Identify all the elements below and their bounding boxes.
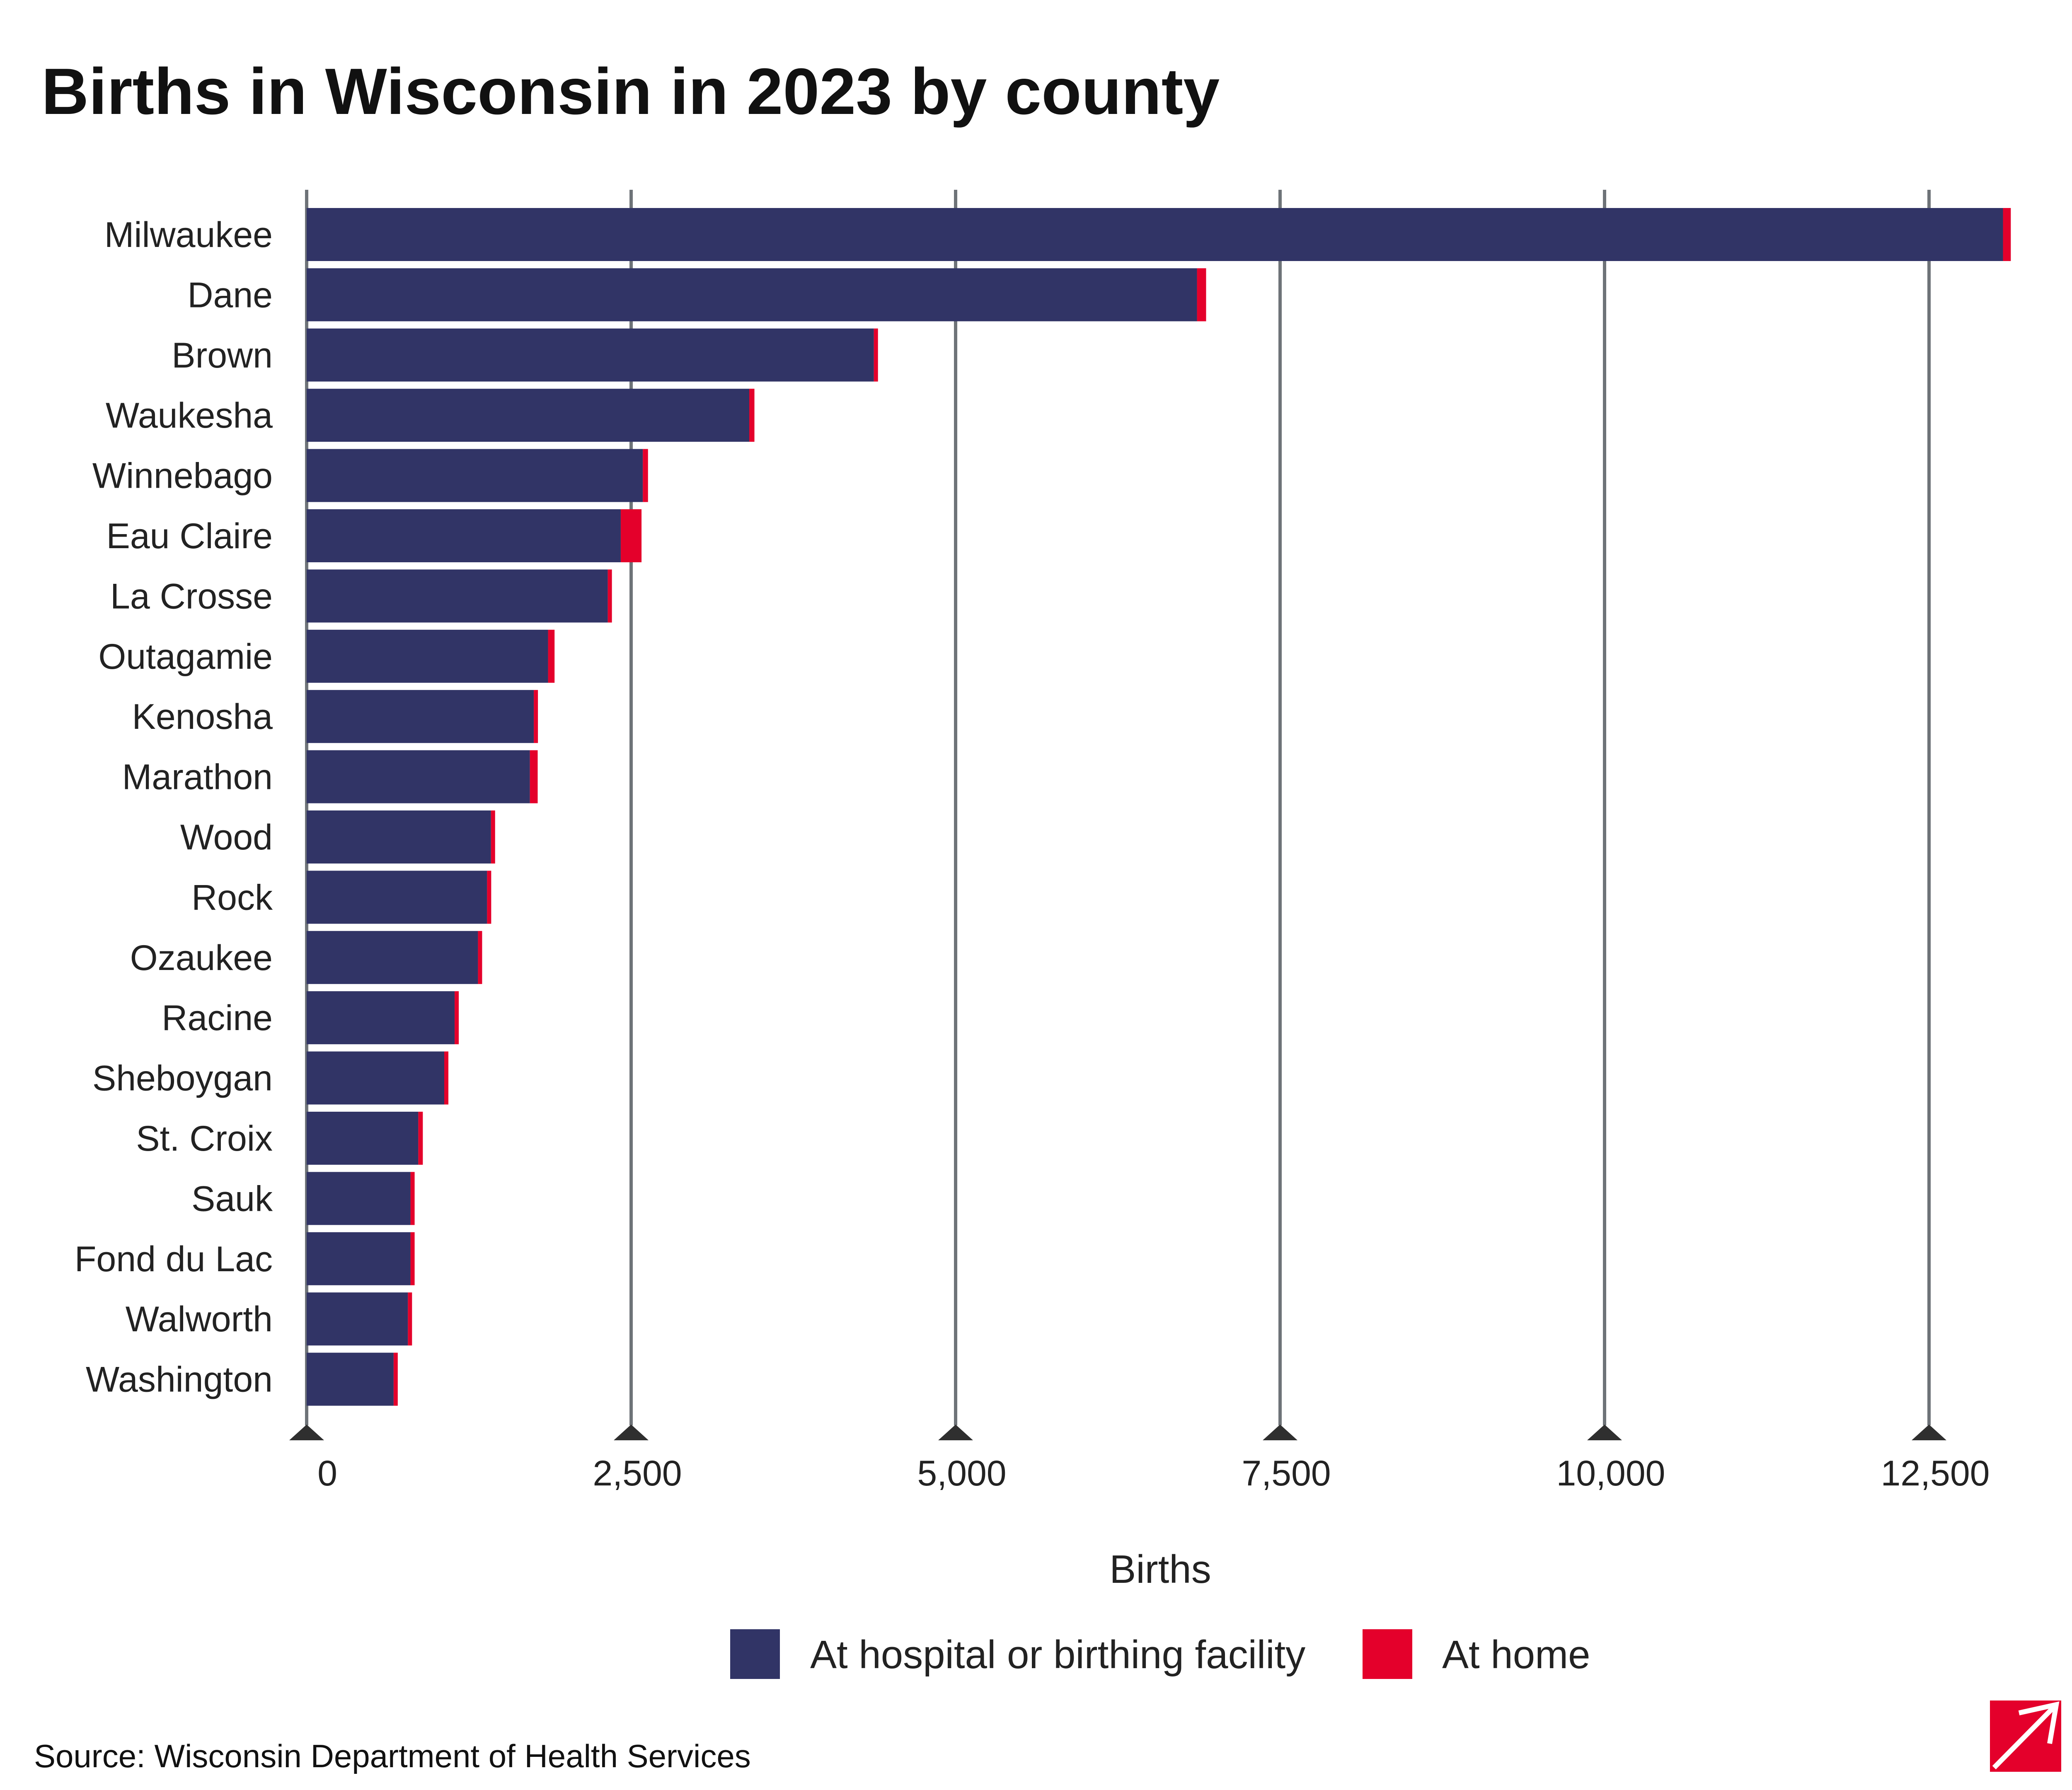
bar-home xyxy=(608,569,612,623)
source-note: Source: Wisconsin Department of Health S… xyxy=(34,1738,751,1774)
legend-swatch xyxy=(1363,1629,1412,1679)
bar-hospital xyxy=(307,690,534,743)
category-label: Rock xyxy=(191,878,273,917)
bar-home xyxy=(2003,208,2011,261)
legend: At hospital or birthing facility At home xyxy=(730,1629,1590,1679)
bar-home xyxy=(548,629,555,683)
bar-hospital xyxy=(307,1172,411,1225)
x-axis-ticks: 0 2,500 5,000 7,500 10,000 12,500 xyxy=(289,1425,1990,1493)
bar-home xyxy=(749,389,755,442)
bar-home xyxy=(874,328,878,382)
bar-home xyxy=(418,1112,423,1165)
bar-hospital xyxy=(307,629,548,683)
x-tick-label: 10,000 xyxy=(1556,1454,1665,1493)
tick-marker-icon xyxy=(938,1425,973,1440)
x-tick-label: 5,000 xyxy=(917,1454,1006,1493)
bar-hospital xyxy=(307,569,608,623)
tick-marker-icon xyxy=(614,1425,649,1440)
bar-home xyxy=(393,1352,398,1406)
bar-hospital xyxy=(307,1292,408,1346)
category-label: Sheboygan xyxy=(92,1059,273,1098)
category-label: Marathon xyxy=(122,757,273,797)
category-label: Fond du Lac xyxy=(75,1239,273,1279)
bar-hospital xyxy=(307,810,491,864)
category-label: Racine xyxy=(162,998,273,1038)
bar-home xyxy=(478,931,482,984)
bar-hospital xyxy=(307,509,621,562)
x-axis-title: Births xyxy=(1109,1547,1211,1592)
category-label: Wood xyxy=(180,818,273,857)
bar-hospital xyxy=(307,449,643,502)
bar-home xyxy=(410,1232,415,1285)
category-label: Brown xyxy=(172,336,273,375)
bar-home xyxy=(408,1292,412,1346)
bar-hospital xyxy=(307,1352,394,1406)
chart-title: Births in Wisconsin in 2023 by county xyxy=(41,55,1220,128)
legend-label: At hospital or birthing facility xyxy=(810,1633,1305,1677)
category-label: Sauk xyxy=(191,1179,273,1219)
bar-hospital xyxy=(307,871,487,924)
x-tick-label: 7,500 xyxy=(1242,1454,1331,1493)
bar-hospital xyxy=(307,268,1197,322)
x-tick-label: 0 xyxy=(317,1454,337,1493)
bar-hospital xyxy=(307,1112,419,1165)
category-label: St. Croix xyxy=(136,1119,273,1159)
bar-hospital xyxy=(307,750,530,803)
bar-home xyxy=(1197,268,1206,322)
category-label: Dane xyxy=(187,275,273,315)
x-tick-label: 12,500 xyxy=(1881,1454,1990,1493)
tick-marker-icon xyxy=(1912,1425,1946,1440)
tick-marker-icon xyxy=(1587,1425,1622,1440)
category-label: Milwaukee xyxy=(104,215,273,255)
bar-hospital xyxy=(307,389,750,442)
category-label: Ozaukee xyxy=(130,938,273,978)
forum-logo-icon xyxy=(1990,1700,2061,1772)
x-tick-label: 2,500 xyxy=(593,1454,682,1493)
bar-home xyxy=(487,871,491,924)
bar-hospital xyxy=(307,931,478,984)
bar-home xyxy=(444,1051,448,1105)
bar-hospital xyxy=(307,1051,444,1105)
bar-hospital xyxy=(307,991,455,1045)
category-label: La Crosse xyxy=(110,576,273,616)
category-label: Waukesha xyxy=(106,396,273,435)
category-label: Winnebago xyxy=(92,456,273,496)
category-label: Eau Claire xyxy=(106,516,273,556)
category-labels: Milwaukee Dane Brown Waukesha Winnebago Eau C… xyxy=(75,215,273,1400)
tick-marker-icon xyxy=(1263,1425,1297,1440)
bar-home xyxy=(534,690,538,743)
bar-home xyxy=(410,1172,415,1225)
bar-home xyxy=(491,810,495,864)
bar-home xyxy=(530,750,538,803)
bar-home xyxy=(643,449,648,502)
category-label: Washington xyxy=(86,1360,273,1400)
legend-label: At home xyxy=(1442,1633,1590,1677)
logo-mark xyxy=(1992,1701,2060,1770)
tick-marker-icon xyxy=(289,1425,324,1440)
bar-hospital xyxy=(307,328,874,382)
legend-swatch xyxy=(730,1629,780,1679)
bar-hospital xyxy=(307,208,2003,261)
category-label: Outagamie xyxy=(98,637,273,677)
bars xyxy=(307,208,2011,1406)
category-label: Kenosha xyxy=(132,697,273,737)
bar-home xyxy=(455,991,459,1045)
bar-home xyxy=(620,509,642,562)
category-label: Walworth xyxy=(126,1299,273,1339)
bar-hospital xyxy=(307,1232,411,1285)
